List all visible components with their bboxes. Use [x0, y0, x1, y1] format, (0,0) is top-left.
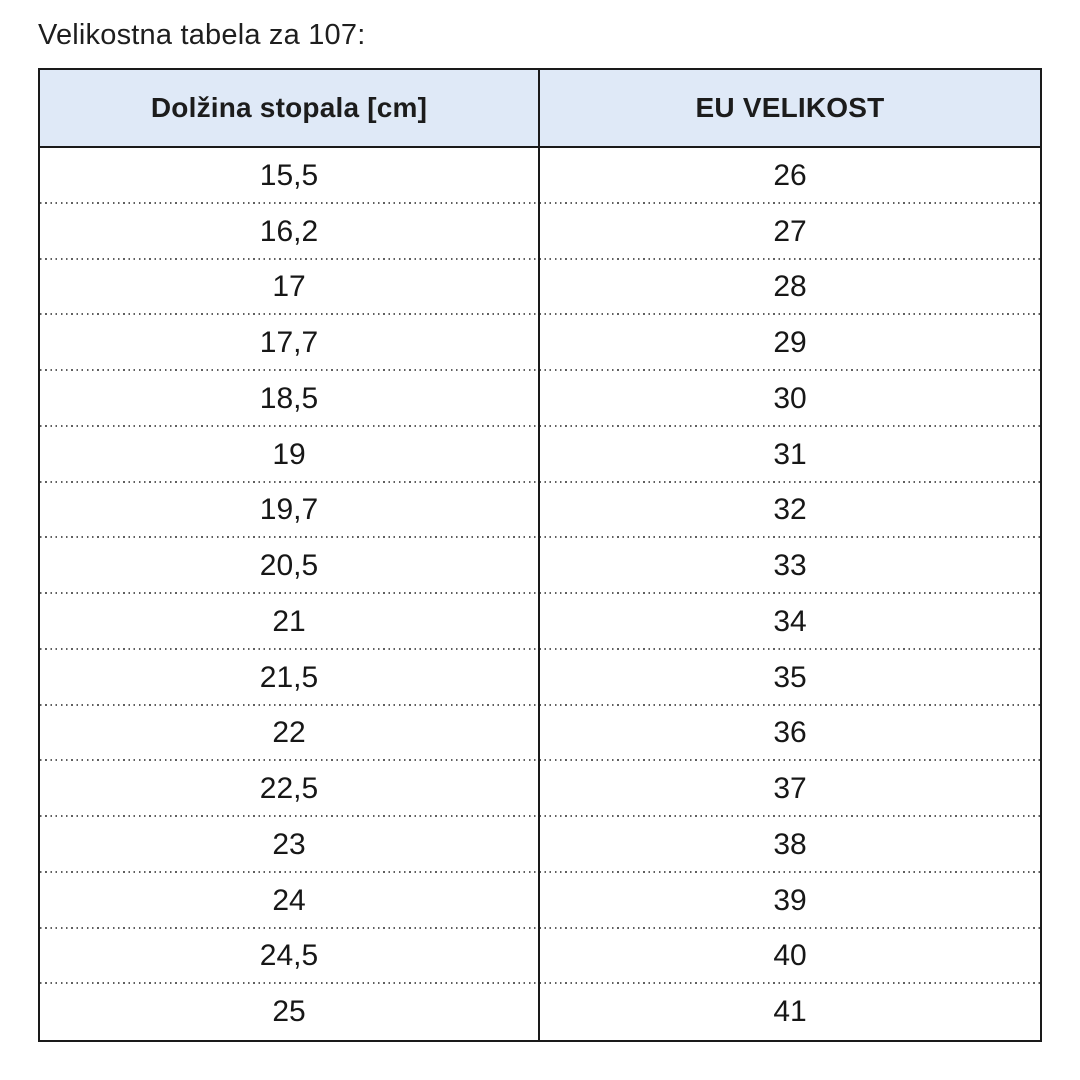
cell-foot-length: 24 [40, 872, 540, 929]
table-row: 18,5 30 [40, 371, 1040, 427]
cell-eu-size: 28 [773, 270, 807, 304]
table-row: 20,5 33 [40, 538, 1040, 594]
table-row: 24 39 [40, 872, 1040, 929]
cell-foot-length: 23 [40, 817, 540, 873]
cell-eu-size: 40 [773, 939, 807, 973]
cell-foot-length: 22,5 [40, 761, 540, 817]
cell-eu-size: 38 [773, 827, 807, 861]
cell-foot-length: 15,5 [40, 148, 540, 204]
cell-eu-size: 27 [773, 214, 807, 248]
column-header-eu-size: EU VELIKOST [695, 92, 885, 123]
cell-foot-length: 19,7 [40, 482, 540, 539]
cell-foot-length: 17,7 [40, 315, 540, 371]
table-row: 19 31 [40, 426, 1040, 483]
cell-foot-length: 25 [40, 984, 540, 1040]
table-row: 16,2 27 [40, 203, 1040, 260]
table-body: 15,5 26 16,2 27 17 28 17,7 29 18,5 30 19 31 19,7 32 20… [40, 148, 1040, 1040]
table-row: 21 34 [40, 594, 1040, 650]
cell-foot-length: 17 [40, 259, 540, 316]
cell-eu-size: 39 [773, 883, 807, 917]
cell-foot-length: 20,5 [40, 538, 540, 594]
cell-eu-size: 41 [773, 995, 807, 1029]
column-header-foot-length: Dolžina stopala [cm] [40, 70, 540, 146]
table-row: 22 36 [40, 705, 1040, 762]
table-row: 15,5 26 [40, 148, 1040, 204]
cell-eu-size: 32 [773, 493, 807, 527]
table-header-row: Dolžina stopala [cm] EU VELIKOST [40, 70, 1040, 148]
table-row: 25 41 [40, 984, 1040, 1040]
cell-eu-size: 36 [773, 716, 807, 750]
size-table: Dolžina stopala [cm] EU VELIKOST 15,5 26 1… [38, 68, 1042, 1042]
cell-foot-length: 19 [40, 426, 540, 483]
cell-foot-length: 16,2 [40, 203, 540, 260]
table-row: 17 28 [40, 259, 1040, 316]
table-row: 17,7 29 [40, 315, 1040, 371]
cell-eu-size: 31 [773, 437, 807, 471]
cell-foot-length: 21 [40, 594, 540, 650]
table-row: 19,7 32 [40, 482, 1040, 539]
table-row: 24,5 40 [40, 928, 1040, 985]
cell-eu-size: 37 [773, 772, 807, 806]
cell-eu-size: 26 [773, 158, 807, 192]
cell-foot-length: 24,5 [40, 928, 540, 985]
cell-foot-length: 22 [40, 705, 540, 762]
cell-eu-size: 35 [773, 660, 807, 694]
table-row: 21,5 35 [40, 649, 1040, 706]
cell-eu-size: 33 [773, 549, 807, 583]
cell-foot-length: 21,5 [40, 649, 540, 706]
cell-eu-size: 30 [773, 381, 807, 415]
cell-eu-size: 34 [773, 604, 807, 638]
table-row: 23 38 [40, 817, 1040, 873]
cell-eu-size: 29 [773, 326, 807, 360]
table-row: 22,5 37 [40, 761, 1040, 817]
page-title: Velikostna tabela za 107: [38, 19, 366, 51]
cell-foot-length: 18,5 [40, 371, 540, 427]
